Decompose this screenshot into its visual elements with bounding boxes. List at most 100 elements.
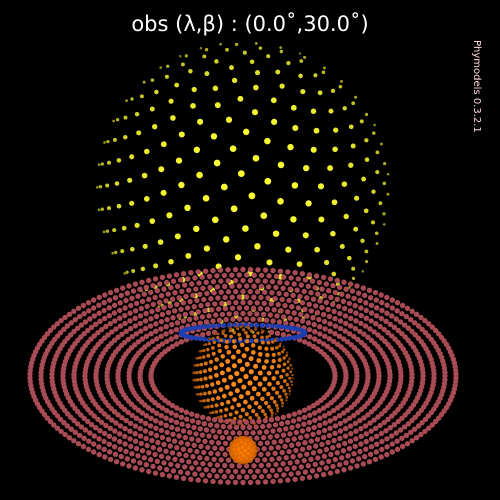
star-surface-point bbox=[178, 131, 185, 138]
ring-particle bbox=[287, 460, 293, 466]
ring-particle bbox=[225, 457, 232, 463]
ring-particle bbox=[161, 460, 167, 466]
ring-particle bbox=[96, 436, 102, 442]
star-surface-point bbox=[260, 212, 268, 220]
star-surface-point bbox=[365, 260, 369, 264]
star-surface-point bbox=[211, 216, 219, 224]
planet-surface-point bbox=[286, 360, 290, 364]
moon-surface-point bbox=[236, 437, 240, 440]
ring-particle bbox=[328, 294, 334, 301]
ring-particle bbox=[155, 343, 162, 350]
planet-surface-point bbox=[227, 326, 231, 330]
ring-particle bbox=[186, 459, 192, 465]
ring-particle bbox=[174, 320, 181, 326]
ring-particle bbox=[66, 311, 73, 317]
ring-particle bbox=[124, 456, 130, 462]
moon-surface-point bbox=[232, 447, 237, 452]
ring-particle bbox=[378, 411, 385, 417]
ring-particle bbox=[270, 318, 276, 324]
ring-particle bbox=[368, 310, 375, 316]
planet-surface-point bbox=[254, 326, 257, 330]
planet-surface-point bbox=[282, 362, 287, 367]
ring-particle bbox=[199, 472, 205, 478]
ring-particle bbox=[194, 413, 200, 419]
ring-particle bbox=[194, 448, 200, 455]
ring-particle bbox=[330, 301, 336, 308]
ring-particle bbox=[178, 407, 185, 413]
ring-particle bbox=[340, 298, 347, 304]
ring-particle bbox=[146, 468, 152, 475]
ring-particle bbox=[210, 467, 217, 474]
star-surface-point bbox=[190, 103, 196, 109]
planet-surface-point bbox=[214, 403, 219, 408]
star-surface-point bbox=[127, 177, 133, 183]
star-surface-point bbox=[219, 42, 222, 46]
ring-particle bbox=[222, 451, 228, 458]
planet-surface-point bbox=[285, 354, 289, 357]
star-surface-point bbox=[129, 154, 135, 160]
planet-surface-point bbox=[204, 383, 210, 388]
moon-surface-point bbox=[256, 448, 258, 451]
moon-surface-point bbox=[250, 438, 253, 441]
ring-particle bbox=[372, 456, 379, 463]
ring-particle bbox=[422, 416, 429, 422]
ring-particle bbox=[320, 341, 327, 347]
ring-particle bbox=[106, 441, 113, 447]
planet-surface-point bbox=[270, 411, 274, 415]
ring-particle bbox=[68, 332, 74, 338]
ring-particle bbox=[371, 417, 377, 423]
ring-particle bbox=[367, 326, 373, 332]
moon-surface-point bbox=[242, 435, 245, 438]
ring-particle bbox=[99, 419, 105, 426]
star-surface-point bbox=[204, 48, 209, 52]
star-surface-point bbox=[373, 123, 376, 127]
ring-particle bbox=[401, 424, 408, 430]
ring-particle bbox=[159, 471, 166, 478]
ring-particle bbox=[315, 455, 321, 461]
moon-surface-point bbox=[236, 461, 239, 464]
ring-particle bbox=[265, 295, 271, 301]
ring-particle bbox=[321, 453, 328, 459]
ring-particle bbox=[205, 444, 211, 451]
ring-particle bbox=[103, 323, 109, 330]
planet-surface-point bbox=[206, 353, 211, 358]
planet-surface-point bbox=[245, 339, 250, 344]
ring-particle bbox=[262, 417, 268, 424]
ring-particle bbox=[320, 434, 327, 441]
ring-particle bbox=[142, 428, 149, 434]
ring-particle bbox=[337, 310, 343, 317]
ring-particle bbox=[399, 331, 405, 337]
ring-particle bbox=[158, 318, 165, 325]
ring-particle bbox=[299, 475, 306, 481]
ring-particle bbox=[212, 445, 218, 451]
star-surface-point bbox=[193, 225, 200, 233]
planet-surface-point bbox=[229, 327, 233, 331]
star-surface-point bbox=[351, 276, 356, 281]
planet-surface-point bbox=[239, 325, 243, 329]
ring-particle bbox=[281, 472, 287, 478]
ring-particle bbox=[295, 470, 301, 476]
ring-particle bbox=[236, 294, 243, 300]
ring-particle bbox=[182, 464, 188, 470]
star-surface-point bbox=[150, 78, 155, 82]
ring-particle bbox=[139, 448, 146, 454]
ring-particle bbox=[402, 412, 408, 418]
ring-particle bbox=[154, 458, 160, 464]
ring-particle bbox=[222, 462, 228, 469]
ring-particle bbox=[236, 463, 242, 469]
star-surface-point bbox=[253, 84, 259, 91]
ring-particle bbox=[341, 279, 347, 285]
ring-particle bbox=[394, 308, 400, 314]
ring-particle bbox=[214, 273, 220, 279]
ring-particle bbox=[365, 412, 371, 418]
ring-particle bbox=[247, 479, 254, 486]
ring-particle bbox=[305, 320, 312, 326]
ring-particle bbox=[384, 436, 390, 442]
ring-particle bbox=[141, 455, 147, 461]
ring-particle bbox=[399, 302, 406, 309]
ring-particle bbox=[167, 303, 173, 309]
ring-particle bbox=[213, 312, 219, 318]
ring-particle bbox=[366, 459, 373, 465]
ring-particle bbox=[176, 451, 182, 457]
ring-particle bbox=[363, 315, 369, 321]
